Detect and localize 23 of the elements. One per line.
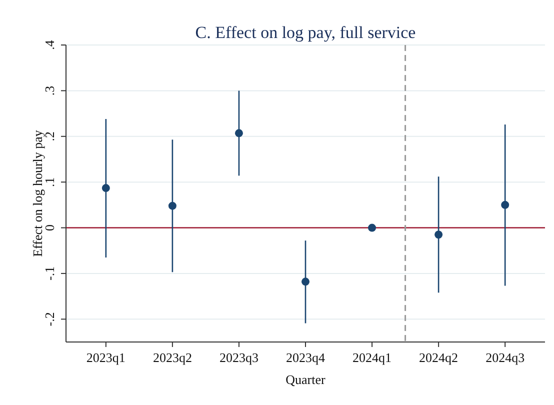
y-tick-label: .1 (42, 177, 57, 187)
y-tick-label: -.1 (42, 266, 57, 281)
x-tick-label: 2023q4 (286, 350, 326, 365)
point (434, 230, 443, 239)
y-axis-title: Effect on log hourly pay (30, 130, 45, 257)
y-tick-label: .4 (42, 40, 57, 50)
point (102, 184, 110, 192)
point (234, 129, 243, 138)
point (302, 278, 310, 286)
x-tick-label: 2023q1 (86, 350, 126, 365)
x-tick-label: 2023q2 (152, 350, 192, 365)
y-tick-label: 0 (42, 224, 57, 232)
point (501, 200, 510, 209)
x-tick-label: 2023q3 (219, 350, 258, 365)
x-axis-title: Quarter (286, 372, 326, 387)
chart-title: C. Effect on log pay, full service (195, 23, 416, 42)
x-tick-label: 2024q2 (419, 350, 458, 365)
y-tick-label: -.2 (42, 312, 57, 326)
x-tick-label: 2024q1 (352, 350, 392, 365)
x-tick-label: 2024q3 (486, 350, 525, 365)
point (168, 202, 176, 210)
point (368, 224, 376, 232)
y-tick-label: .3 (42, 86, 57, 96)
